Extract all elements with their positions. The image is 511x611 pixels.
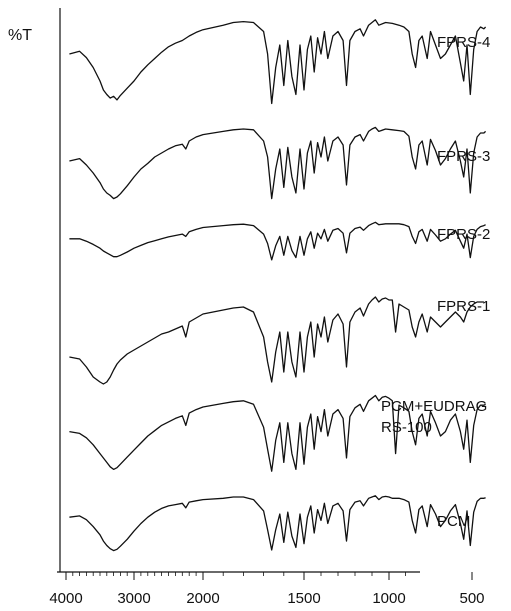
- spectrum-label: RS-100: [381, 419, 432, 436]
- spectrum-line: [69, 394, 486, 472]
- x-tick-label: 500: [459, 590, 484, 607]
- x-tick-label: 1500: [287, 590, 320, 607]
- x-axis-major-ticks: [65, 572, 473, 580]
- spectra: [69, 19, 487, 552]
- x-tick-label: 3000: [117, 590, 150, 607]
- x-tick-label: 1000: [372, 590, 405, 607]
- spectrum-label: FPRS-2: [437, 226, 490, 243]
- spectrum-line: [69, 221, 486, 261]
- spectrum-line: [69, 126, 487, 200]
- spectrum-line: [69, 495, 486, 552]
- x-tick-label: 4000: [49, 590, 82, 607]
- spectrum-labels: FPRS-4 FPRS-3 FPRS-2 FPRS-1 PCM+EUDRAG RS-100…: [381, 34, 490, 530]
- y-axis-label: %T: [8, 27, 32, 44]
- spectrum-label: FPRS-3: [437, 148, 490, 165]
- spectrum-line: [69, 296, 484, 385]
- spectrum-label: PCM+EUDRAG: [381, 398, 487, 415]
- axes: [57, 8, 473, 580]
- x-tick-label: 2000: [186, 590, 219, 607]
- spectrum-line: [69, 19, 487, 105]
- spectrum-label: PCM: [437, 513, 470, 530]
- spectrum-label: FPRS-4: [437, 34, 490, 51]
- spectrum-label: FPRS-1: [437, 298, 490, 315]
- x-axis-tick-labels: 4000 3000 2000 1500 1000 500: [49, 590, 484, 607]
